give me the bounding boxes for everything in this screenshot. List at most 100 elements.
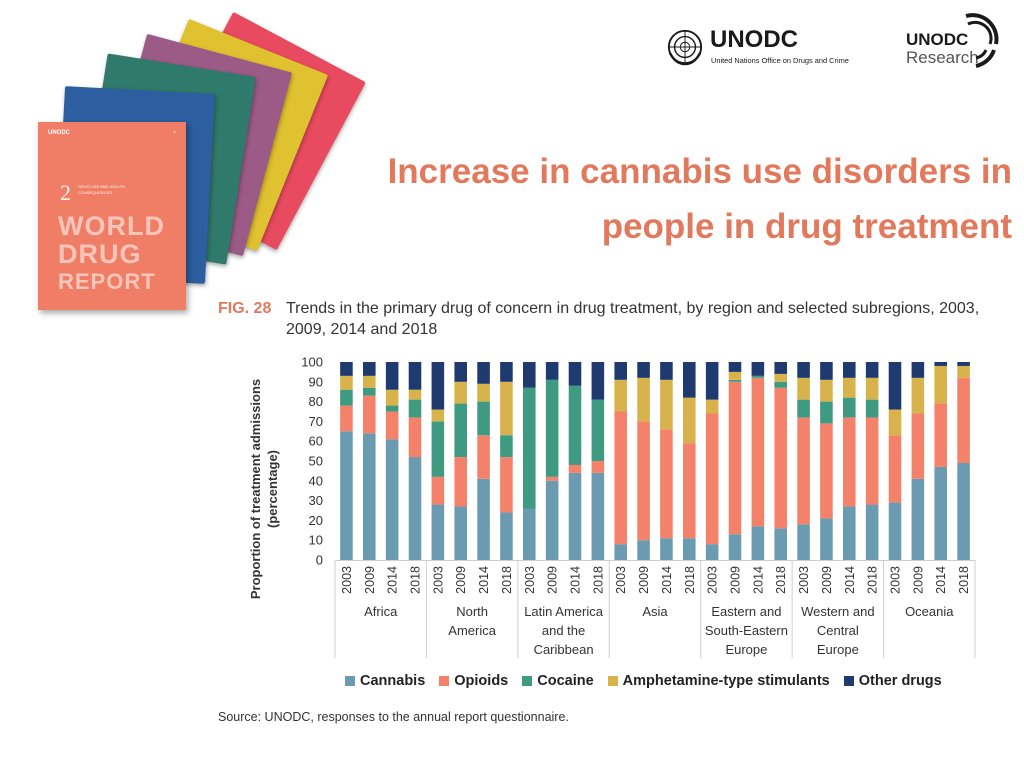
bar-cocaine: [545, 379, 559, 477]
bar-opioids: [660, 429, 673, 539]
cover-subtitle: DRUG USE AND HEALTH CONSEQUENCES: [78, 184, 126, 195]
bar-cocaine: [500, 435, 513, 458]
bar-cannabis: [431, 504, 445, 560]
legend-item: Amphetamine-type stimulants: [607, 673, 830, 689]
y-tick-label: 40: [309, 473, 323, 488]
x-year-label: 2018: [774, 566, 788, 594]
bar-cocaine: [591, 399, 605, 461]
research-arcs-icon: [965, 13, 999, 68]
bar-cannabis: [888, 502, 902, 560]
bar-cannabis: [957, 462, 970, 560]
legend-label: Other drugs: [858, 673, 942, 689]
bar-amphetamine-type-stimulants: [660, 379, 673, 430]
bar-opioids: [705, 413, 719, 545]
bar-other-drugs: [500, 362, 513, 382]
x-year-label: 2014: [843, 566, 857, 594]
bar-amphetamine-type-stimulants: [408, 389, 422, 400]
x-year-label: 2009: [454, 566, 468, 594]
bar-other-drugs: [637, 362, 650, 378]
y-axis-label: Proportion of treatment admissions (perce…: [248, 379, 280, 599]
bar-other-drugs: [911, 362, 925, 378]
bar-other-drugs: [774, 362, 787, 374]
bar-other-drugs: [683, 362, 696, 398]
bar-cannabis: [865, 504, 879, 560]
bar-cannabis: [340, 431, 353, 560]
bar-cocaine: [865, 399, 879, 418]
legend-label: Cannabis: [360, 673, 426, 689]
y-tick-label: 100: [301, 355, 323, 370]
un-emblem-icon: [667, 29, 703, 66]
y-tick-label: 70: [309, 414, 323, 429]
bar-cannabis: [911, 478, 925, 560]
y-tick-label: 50: [309, 454, 323, 469]
bar-opioids: [957, 377, 970, 463]
bar-other-drugs: [591, 362, 605, 400]
bar-cannabis: [774, 528, 787, 560]
bar-other-drugs: [454, 362, 467, 382]
figure-caption-text: Trends in the primary drug of concern in…: [286, 300, 980, 338]
cover-number: 2: [60, 180, 71, 205]
bar-opioids: [454, 457, 467, 507]
slide-title-line1: Increase in cannabis use disorders in: [387, 152, 1012, 191]
x-group-label: Latin America and the Caribbean: [524, 604, 604, 657]
bar-cannabis: [797, 524, 810, 560]
bar-cannabis: [728, 534, 742, 560]
bar-opioids: [614, 411, 627, 545]
bar-cocaine: [843, 397, 856, 418]
x-year-label: 2003: [523, 566, 537, 594]
x-group-label: Western and Central Europe: [801, 604, 874, 657]
unodc-logo: UNODC United Nations Office on Drugs and…: [666, 24, 886, 68]
stacked-bar-chart: 0 10 20 30 40 50 60 70 80 90 100 Proportion of trea…: [248, 355, 976, 658]
bar-amphetamine-type-stimulants: [614, 379, 627, 412]
bar-amphetamine-type-stimulants: [820, 379, 833, 402]
bar-cocaine: [408, 399, 422, 418]
bar-cocaine: [477, 401, 490, 436]
bar-other-drugs: [477, 362, 490, 384]
research-logo-name: UNODC: [906, 30, 969, 49]
x-group-label: Eastern and South-Eastern Europe: [705, 604, 788, 657]
x-year-label: 2018: [500, 566, 514, 594]
x-group-label: Oceania: [905, 604, 954, 619]
x-year-label: 2014: [477, 566, 491, 594]
legend-swatch: [522, 676, 533, 686]
x-year-label: 2003: [797, 566, 811, 594]
bar-other-drugs: [797, 362, 810, 378]
bar-opioids: [500, 457, 513, 513]
cover-badge-icon: ◔: [172, 130, 176, 136]
y-tick-label: 30: [309, 493, 323, 508]
legend-item: Opioids: [439, 673, 508, 689]
bar-opioids: [385, 411, 399, 440]
bar-cannabis: [934, 466, 947, 560]
bar-other-drugs: [705, 362, 719, 400]
legend-item: Cannabis: [345, 673, 425, 689]
bar-other-drugs: [568, 362, 582, 386]
bar-other-drugs: [957, 362, 970, 366]
x-year-label: 2018: [683, 566, 697, 594]
bar-amphetamine-type-stimulants: [865, 377, 879, 400]
bar-opioids: [934, 403, 947, 467]
x-year-label: 2018: [866, 566, 880, 594]
x-year-label: 2014: [660, 566, 674, 594]
source-note: Source: UNODC, responses to the annual r…: [218, 710, 569, 724]
x-year-label: 2003: [706, 566, 720, 594]
legend-label: Opioids: [454, 673, 509, 689]
legend-label: Cocaine: [537, 673, 594, 689]
bar-cocaine: [363, 387, 376, 396]
legend-swatch: [843, 676, 854, 686]
bar-cannabis: [843, 506, 856, 560]
bar-cannabis: [591, 472, 605, 560]
x-group-label: Africa: [364, 604, 398, 619]
bar-other-drugs: [340, 362, 353, 376]
bar-cocaine: [523, 387, 536, 509]
bar-opioids: [683, 443, 696, 539]
cover-title-line1: WORLD: [58, 211, 165, 241]
legend-label: Amphetamine-type stimulants: [622, 673, 830, 689]
x-year-label: 2014: [569, 566, 583, 594]
y-tick-label: 0: [316, 553, 323, 568]
bar-cannabis: [545, 480, 559, 560]
bar-cannabis: [500, 512, 513, 560]
bar-cannabis: [408, 457, 422, 560]
bar-other-drugs: [523, 362, 536, 388]
bar-other-drugs: [820, 362, 833, 380]
bar-cannabis: [385, 439, 399, 560]
